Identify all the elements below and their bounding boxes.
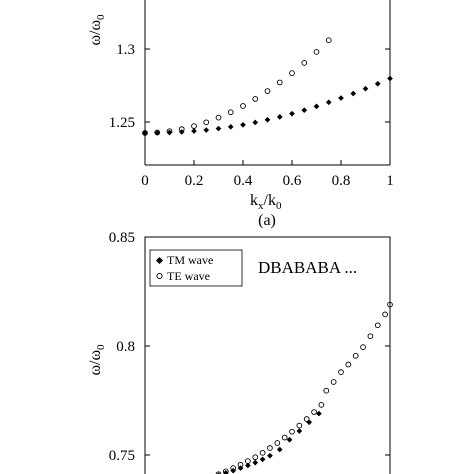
- tm-wave-point: [223, 470, 229, 474]
- panel-a-point-upper: [301, 60, 308, 66]
- te-wave-point: [311, 409, 317, 415]
- te-wave-point: [245, 458, 251, 464]
- te-wave-point: [237, 461, 244, 468]
- panel-a-point-upper: [215, 114, 222, 121]
- panel-a-point-lower: [338, 95, 344, 101]
- panel-b-points: [215, 301, 393, 474]
- panel-b-y-tick-label: 0.8: [116, 339, 135, 355]
- te-wave-point: [318, 402, 325, 408]
- panel-a-point-lower: [264, 116, 271, 123]
- panel-a-x-tick-label: 0.2: [185, 173, 204, 189]
- te-wave-point: [345, 361, 352, 368]
- te-wave-point: [215, 471, 222, 474]
- te-wave-point: [367, 333, 374, 340]
- panel-a-point-upper: [252, 96, 259, 102]
- panel-a-point-upper: [142, 130, 148, 136]
- panel-b-y-tick-label: 0.85: [109, 230, 135, 246]
- panel-a-point-lower: [215, 125, 222, 132]
- panel-a-point-lower: [142, 130, 148, 136]
- panel-a-point-lower: [350, 90, 357, 97]
- te-wave-point: [230, 465, 237, 471]
- tm-wave-point: [267, 452, 273, 459]
- legend: TM wave TE wave: [149, 249, 243, 287]
- te-wave-point: [281, 434, 288, 441]
- panel-a-point-lower: [289, 110, 295, 117]
- tm-wave-point: [286, 436, 293, 443]
- te-wave-point: [352, 352, 359, 359]
- te-wave-point: [274, 440, 281, 446]
- legend-marker-te: [156, 272, 163, 280]
- legend-box: [149, 249, 243, 287]
- te-wave-point: [323, 387, 330, 394]
- panel-a-point-lower: [203, 127, 210, 133]
- panel-a-point-upper: [191, 123, 197, 129]
- panel-a-point-lower: [191, 128, 197, 134]
- panel-a-point-upper: [313, 49, 320, 55]
- panel-a-label: (a): [258, 212, 276, 229]
- legend-label-tm: TM wave: [167, 253, 213, 267]
- panel-a-point-lower: [362, 85, 369, 92]
- panel-a-point-lower: [276, 114, 283, 120]
- legend-label-te: TE wave: [167, 269, 210, 283]
- panel-a-point-lower: [252, 119, 259, 126]
- tm-wave-point: [316, 410, 322, 417]
- panel-b-frame: [144, 236, 391, 474]
- panel-a-point-lower: [240, 121, 246, 128]
- panel-a-point-upper: [154, 129, 161, 136]
- panel-a-point-lower: [166, 129, 173, 136]
- te-wave-point: [303, 416, 310, 422]
- legend-marker-tm: [155, 256, 164, 265]
- panel-a-y-tick-label: 1.3: [116, 42, 135, 58]
- panel-a: 0 0.2 0.4 0.6 0.8 1 1.25 1.3 ω/ω0 kx/k0 (a): [87, 0, 394, 229]
- panel-a-point-upper: [227, 109, 234, 116]
- te-wave-point: [289, 428, 295, 435]
- panel-a-x-tick-label: 0.8: [332, 173, 351, 189]
- panel-a-x-tick-label: 0.6: [283, 173, 302, 189]
- te-wave-point: [382, 311, 388, 318]
- panel-b-annotation: DBABABA ...: [258, 258, 357, 277]
- panel-a-point-lower: [387, 75, 393, 82]
- panel-a-ylabel: ω/ω0: [87, 14, 107, 46]
- tm-wave-point: [245, 462, 251, 469]
- panel-a-point-upper: [289, 70, 295, 76]
- panel-a-xlabel: kx/k0: [250, 192, 282, 212]
- panel-b-y-tick-label: 0.75: [109, 448, 135, 464]
- panel-a-point-lower: [325, 99, 332, 106]
- panel-a-y-ticks: 1.25 1.3: [109, 42, 390, 131]
- panel-a-point-lower: [374, 80, 381, 87]
- panel-a-points: [142, 37, 393, 136]
- panel-a-point-lower: [301, 107, 308, 114]
- panel-a-x-tick-label: 0.4: [234, 173, 253, 189]
- panel-b-ylabel: ω/ω0: [87, 344, 107, 376]
- te-wave-point: [387, 301, 393, 308]
- panel-a-point-upper: [276, 79, 283, 86]
- tm-wave-point: [296, 428, 303, 434]
- te-wave-point: [267, 445, 273, 451]
- te-wave-point: [259, 449, 266, 456]
- te-wave-point: [252, 454, 259, 461]
- panel-a-point-upper: [203, 119, 210, 126]
- panel-a-point-upper: [264, 88, 271, 94]
- tm-wave-point: [252, 459, 259, 466]
- te-wave-point: [296, 422, 303, 429]
- panel-a-x-ticks: 0 0.2 0.4 0.6 0.8 1: [141, 160, 394, 189]
- panel-a-point-upper: [166, 128, 173, 135]
- panel-a-x-tick-label: 0: [141, 173, 149, 189]
- te-wave-point: [338, 369, 344, 376]
- te-wave-point: [360, 344, 366, 350]
- panel-a-point-upper: [240, 103, 246, 109]
- te-wave-point: [374, 322, 381, 329]
- panel-a-point-lower: [313, 103, 320, 110]
- panel-b-y-ticks: 0.75 0.8 0.85: [109, 230, 390, 464]
- tm-wave-point: [276, 446, 283, 453]
- tm-wave-point: [259, 456, 266, 463]
- panel-a-x-tick-label: 1: [386, 173, 394, 189]
- panel-a-y-tick-label: 1.25: [109, 115, 135, 131]
- panel-a-point-upper: [178, 126, 185, 133]
- panel-a-point-upper: [325, 37, 332, 44]
- panel-a-point-lower: [227, 123, 234, 130]
- panel-b: 0.75 0.8 0.85 ω/ω0 TM wave TE wave DBABABA…: [87, 230, 393, 474]
- te-wave-point: [330, 379, 337, 385]
